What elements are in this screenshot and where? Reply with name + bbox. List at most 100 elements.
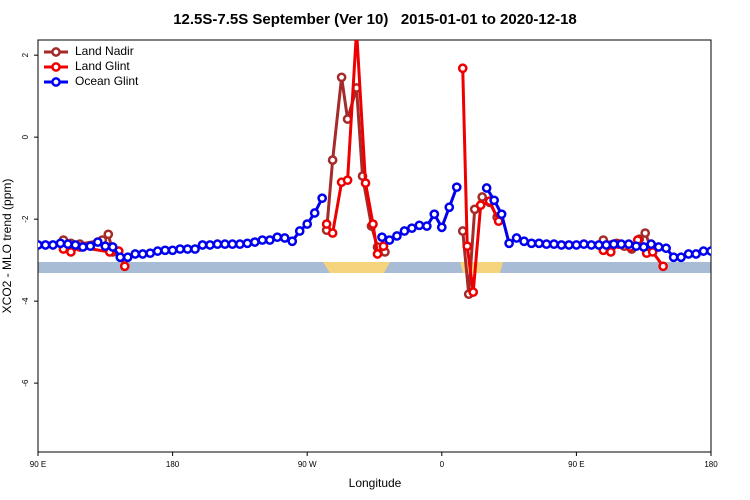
legend-label: Land Glint — [75, 59, 130, 73]
point — [504, 238, 514, 249]
point — [638, 242, 649, 252]
point — [477, 192, 488, 202]
legend-label: Ocean Glint — [75, 74, 139, 88]
point — [167, 245, 178, 256]
legend-marker — [51, 47, 61, 57]
point — [103, 229, 114, 240]
point — [468, 287, 479, 297]
y-tick-label: -2 — [21, 215, 30, 223]
point — [63, 239, 73, 250]
point — [631, 241, 642, 252]
point — [526, 238, 537, 249]
point — [384, 235, 395, 245]
point — [489, 195, 499, 206]
legend-label: Land Nadir — [75, 44, 134, 58]
point — [407, 223, 417, 234]
point — [392, 231, 402, 241]
plot-area — [38, 27, 711, 300]
point — [250, 237, 260, 247]
y-tick-label: -4 — [21, 297, 30, 305]
x-axis-label: Longitude — [349, 476, 402, 490]
point — [377, 232, 387, 243]
point — [40, 240, 51, 250]
point — [683, 249, 694, 259]
land-strip — [38, 262, 711, 273]
point — [436, 222, 447, 233]
point — [205, 240, 215, 250]
point — [608, 239, 619, 250]
point — [115, 252, 126, 263]
point — [145, 248, 156, 259]
y-tick-label: 2 — [21, 52, 30, 57]
point — [353, 27, 360, 34]
point — [616, 239, 627, 250]
series-line — [62, 77, 653, 295]
point — [190, 244, 200, 254]
point — [549, 239, 559, 250]
point — [264, 235, 275, 245]
point — [511, 233, 522, 243]
point — [451, 182, 462, 193]
point — [368, 219, 378, 229]
point — [48, 240, 58, 250]
point — [429, 209, 440, 220]
point — [272, 232, 283, 243]
point — [414, 220, 425, 231]
point — [462, 241, 473, 252]
point — [475, 200, 486, 211]
point — [279, 233, 290, 243]
point — [152, 246, 163, 256]
point — [302, 219, 313, 229]
point — [571, 240, 582, 250]
legend-marker — [51, 77, 61, 87]
point — [658, 261, 668, 272]
point — [317, 193, 328, 204]
y-tick-label: -6 — [21, 379, 30, 387]
point — [378, 241, 389, 252]
point — [85, 241, 96, 252]
point — [175, 244, 185, 254]
legend-marker — [51, 62, 61, 72]
y-tick-label: 0 — [21, 134, 30, 139]
point — [399, 226, 410, 236]
point — [586, 240, 597, 250]
x-tick-label: 180 — [704, 460, 718, 469]
point — [122, 252, 133, 263]
x-tick-label: 180 — [166, 460, 180, 469]
point — [321, 219, 332, 229]
y-axis-label: XCO2 - MLO trend (ppm) — [0, 179, 14, 314]
point — [457, 63, 468, 74]
point — [457, 226, 468, 236]
point — [372, 249, 383, 259]
point — [706, 246, 711, 256]
point — [564, 240, 574, 250]
point — [336, 72, 347, 83]
point — [227, 239, 238, 250]
point — [197, 240, 208, 250]
point — [676, 252, 686, 263]
point — [294, 226, 305, 236]
point — [242, 238, 253, 249]
point — [107, 242, 118, 252]
point — [130, 249, 141, 259]
point — [309, 208, 320, 218]
point — [646, 239, 657, 250]
point — [257, 235, 268, 245]
point — [327, 228, 338, 238]
point — [668, 252, 679, 263]
point — [601, 240, 612, 250]
point — [534, 238, 544, 249]
x-tick-label: 90 W — [298, 460, 317, 469]
point — [38, 240, 43, 250]
point — [661, 243, 671, 254]
point — [640, 228, 651, 238]
point — [55, 238, 66, 249]
point — [623, 239, 634, 250]
point — [481, 183, 492, 193]
point — [235, 239, 245, 250]
point — [137, 249, 148, 259]
point — [579, 239, 589, 250]
x-tick-label: 90 E — [30, 460, 46, 469]
